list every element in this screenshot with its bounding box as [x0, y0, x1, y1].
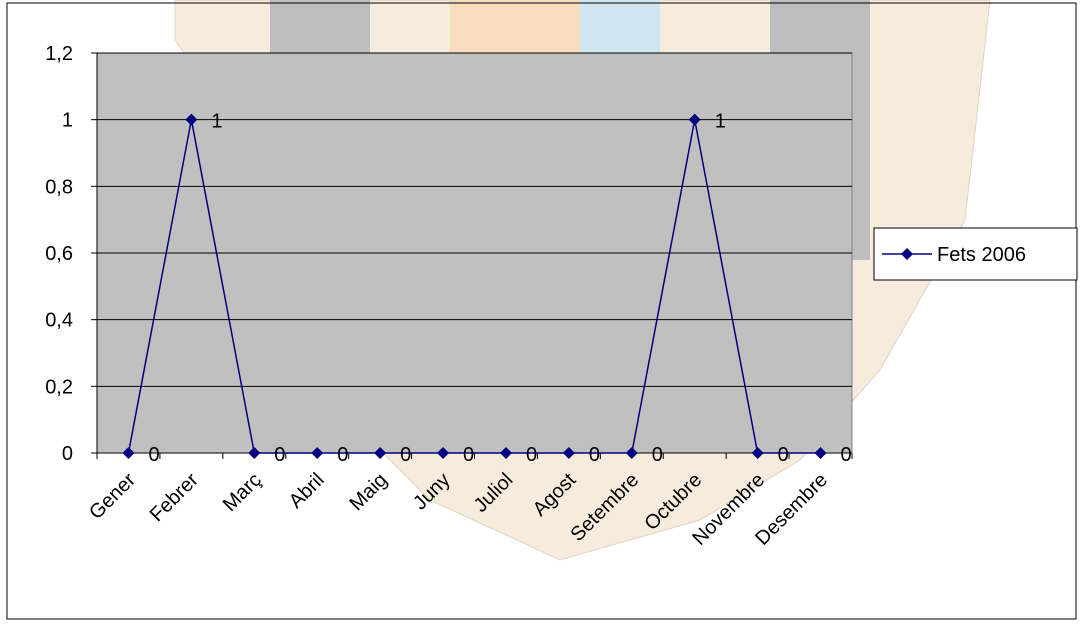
data-label: 1: [715, 111, 726, 133]
point-marker: [248, 447, 261, 459]
x-tick-label: Maig: [345, 469, 391, 515]
point-marker: [311, 447, 324, 459]
x-tick-label: Gener: [85, 469, 140, 524]
y-tick-label: 0,6: [45, 243, 73, 265]
point-marker: [374, 447, 387, 459]
point-marker: [437, 447, 450, 459]
point-marker: [625, 447, 638, 459]
legend-label: Fets 2006: [937, 244, 1026, 266]
y-tick-label: 0,8: [45, 176, 73, 198]
data-label: 0: [841, 444, 852, 466]
y-tick-label: 0: [62, 443, 73, 465]
point-marker: [751, 447, 764, 459]
point-marker: [688, 113, 701, 126]
data-label: 1: [211, 111, 222, 133]
data-label: 0: [652, 444, 663, 466]
data-label: 0: [589, 444, 600, 466]
point-marker: [499, 447, 512, 459]
data-label: 0: [400, 444, 411, 466]
y-tick-label: 1,2: [45, 43, 73, 65]
x-tick-label: Febrer: [146, 469, 203, 526]
x-tick-label: Març: [219, 469, 266, 516]
data-label: 0: [463, 444, 474, 466]
point-marker: [185, 113, 198, 126]
y-tick-label: 1: [62, 110, 73, 132]
legend-marker: [901, 248, 913, 260]
data-label: 0: [526, 444, 537, 466]
y-tick-label: 0,2: [45, 376, 73, 398]
y-tick-label: 0,4: [45, 310, 73, 332]
series-line: [127, 119, 821, 454]
data-label: 0: [274, 444, 285, 466]
point-marker: [122, 447, 135, 459]
data-label: 0: [148, 444, 159, 466]
data-label: 0: [778, 444, 789, 466]
data-label: 0: [337, 444, 348, 466]
point-marker: [562, 447, 575, 459]
chart-border: [6, 2, 1077, 620]
point-marker: [814, 447, 827, 459]
legend: Fets 2006: [873, 227, 1078, 281]
x-tick-label: Abril: [285, 469, 329, 513]
